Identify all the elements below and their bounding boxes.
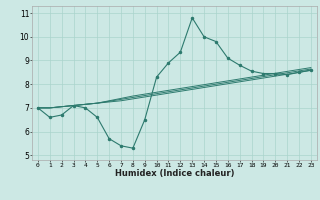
X-axis label: Humidex (Indice chaleur): Humidex (Indice chaleur) [115, 169, 234, 178]
